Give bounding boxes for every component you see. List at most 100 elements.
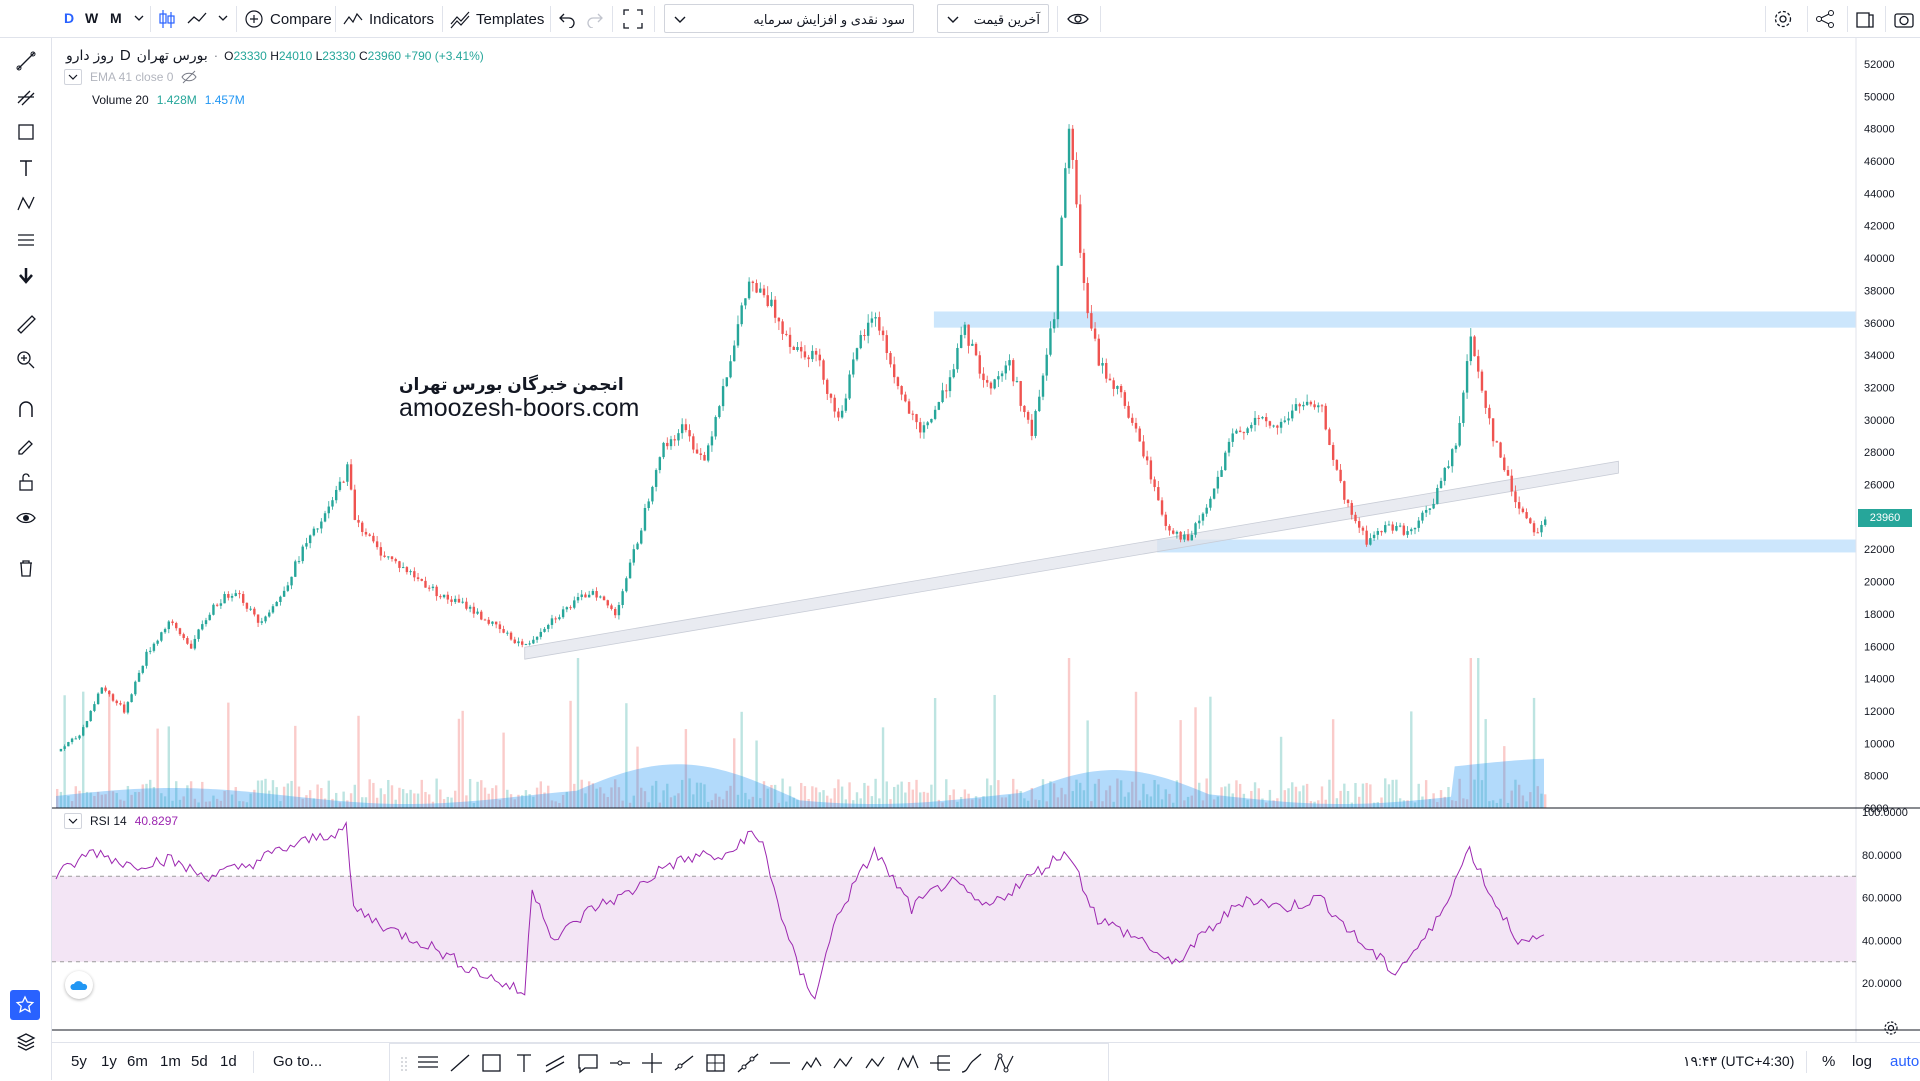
support-zone[interactable]	[1157, 539, 1856, 553]
candle	[1439, 477, 1443, 489]
candle	[792, 345, 795, 351]
range-5y-button[interactable]: 5y	[71, 1053, 87, 1070]
pattern-icon[interactable]	[992, 1052, 1016, 1074]
resistance-zone[interactable]	[933, 311, 1856, 328]
text-icon[interactable]	[512, 1052, 536, 1074]
eye-icon[interactable]	[12, 504, 40, 532]
cross-line-icon[interactable]	[640, 1052, 664, 1074]
trend-channel[interactable]	[524, 460, 1619, 660]
zoom-in-icon[interactable]	[12, 346, 40, 374]
symbol-name[interactable]: روز دارو	[66, 47, 114, 63]
text-icon[interactable]	[12, 154, 40, 182]
interval-d-button[interactable]: D	[64, 10, 75, 26]
cloud-logo-icon[interactable]	[65, 971, 93, 999]
favorites-star-icon[interactable]	[10, 990, 40, 1020]
undo-icon[interactable]	[558, 10, 576, 28]
line-chart-icon[interactable]	[186, 9, 208, 29]
clock-time[interactable]: ۱۹:۴۳ (UTC+4:30)	[1683, 1053, 1795, 1069]
arrow-down-icon[interactable]	[12, 262, 40, 290]
range-1y-button[interactable]: 1y	[101, 1053, 117, 1070]
volume-bar	[528, 794, 531, 808]
chart-area[interactable]: 52000 50000 48000 46000 44000 42000 40000 38000…	[52, 38, 1920, 1042]
horizontal-segment-icon[interactable]	[768, 1052, 792, 1074]
volume-bar	[740, 711, 743, 808]
redo-icon[interactable]	[586, 10, 604, 28]
candle	[632, 544, 635, 566]
interval-m-button[interactable]: M	[110, 10, 122, 26]
candles-icon[interactable]	[157, 8, 177, 30]
volume-bar	[569, 700, 572, 808]
lock-drawing-icon[interactable]	[12, 432, 40, 460]
indicators-button[interactable]: Indicators	[342, 8, 434, 30]
chart-svg[interactable]: 52000 50000 48000 46000 44000 42000 40000 38000…	[52, 38, 1920, 1042]
range-5d-button[interactable]: 5d	[191, 1053, 208, 1070]
prediction-icon[interactable]	[12, 226, 40, 254]
candle	[669, 435, 673, 450]
candle	[446, 591, 449, 604]
volume-bar	[208, 801, 211, 808]
goto-button[interactable]: Go to...	[273, 1053, 323, 1070]
candle	[74, 736, 77, 740]
range-6m-button[interactable]: 6m	[127, 1053, 148, 1070]
templates-button[interactable]: Templates	[449, 8, 544, 30]
percent-scale-button[interactable]: %	[1822, 1053, 1836, 1070]
xabcd-pattern-icon[interactable]	[896, 1052, 920, 1074]
extended-line-icon[interactable]	[736, 1052, 760, 1074]
collapse-chevron-icon[interactable]	[64, 813, 82, 829]
trash-icon[interactable]	[12, 554, 40, 582]
unlock-icon[interactable]	[12, 468, 40, 496]
chevron-down-icon[interactable]	[217, 12, 229, 24]
candle	[811, 345, 814, 363]
brush-icon[interactable]	[960, 1052, 984, 1074]
trend-line-icon[interactable]	[12, 47, 40, 75]
scale-settings-gear-icon[interactable]	[1882, 1019, 1900, 1042]
volume-bar	[654, 780, 658, 808]
chevron-down-icon[interactable]	[133, 12, 145, 24]
compare-button[interactable]: Compare	[243, 8, 332, 30]
collapse-chevron-icon[interactable]	[64, 69, 82, 85]
pattern-icon[interactable]	[12, 190, 40, 218]
settings-gear-icon[interactable]	[1772, 8, 1794, 30]
pitchfork-icon[interactable]	[928, 1052, 952, 1074]
elliott-wave-abc-icon[interactable]	[832, 1052, 856, 1074]
eye-icon[interactable]	[1066, 9, 1090, 29]
fib-icon[interactable]	[12, 83, 40, 111]
candle	[256, 614, 260, 628]
fib-box-icon[interactable]	[704, 1052, 728, 1074]
parallel-channel-icon[interactable]	[544, 1052, 568, 1074]
horizontal-ray-icon[interactable]	[608, 1052, 632, 1074]
callout-icon[interactable]	[576, 1052, 600, 1074]
horizontal-lines-icon[interactable]	[416, 1052, 440, 1074]
volume-bar	[1131, 781, 1134, 808]
log-scale-button[interactable]: log	[1852, 1053, 1873, 1070]
candle	[878, 311, 881, 336]
range-1m-button[interactable]: 1m	[160, 1053, 181, 1070]
rectangle-icon[interactable]	[480, 1052, 504, 1074]
volume-bar	[416, 793, 420, 808]
candle	[1235, 428, 1238, 435]
price-source-dropdown[interactable]: آخرین قیمت	[937, 4, 1049, 33]
camera-icon[interactable]	[1893, 9, 1915, 29]
volume-bar	[852, 800, 855, 808]
ray-icon[interactable]	[672, 1052, 696, 1074]
snapshot-icon[interactable]	[1854, 9, 1876, 29]
magnet-icon[interactable]	[12, 396, 40, 424]
rectangle-icon[interactable]	[12, 118, 40, 146]
candle	[1079, 194, 1082, 259]
hidden-eye-icon[interactable]	[181, 70, 197, 84]
auto-scale-button[interactable]: auto	[1890, 1053, 1920, 1070]
fullscreen-icon[interactable]	[622, 8, 644, 30]
price-tick-label: 46000	[1864, 156, 1895, 168]
layers-icon[interactable]	[12, 1028, 40, 1056]
elliott-wave-ace-icon[interactable]	[864, 1052, 888, 1074]
range-1d-button[interactable]: 1d	[220, 1053, 237, 1070]
dividends-dropdown[interactable]: سود نقدی و افزایش سرمایه	[664, 4, 914, 33]
volume-bar	[919, 792, 922, 808]
trend-line-icon[interactable]	[448, 1052, 472, 1074]
ruler-icon[interactable]	[12, 310, 40, 338]
interval-w-button[interactable]: W	[85, 10, 99, 26]
share-icon[interactable]	[1814, 9, 1836, 29]
elliott-wave-12345-icon[interactable]	[800, 1052, 824, 1074]
volume-bar	[718, 796, 721, 808]
volume-bar	[1320, 786, 1324, 808]
